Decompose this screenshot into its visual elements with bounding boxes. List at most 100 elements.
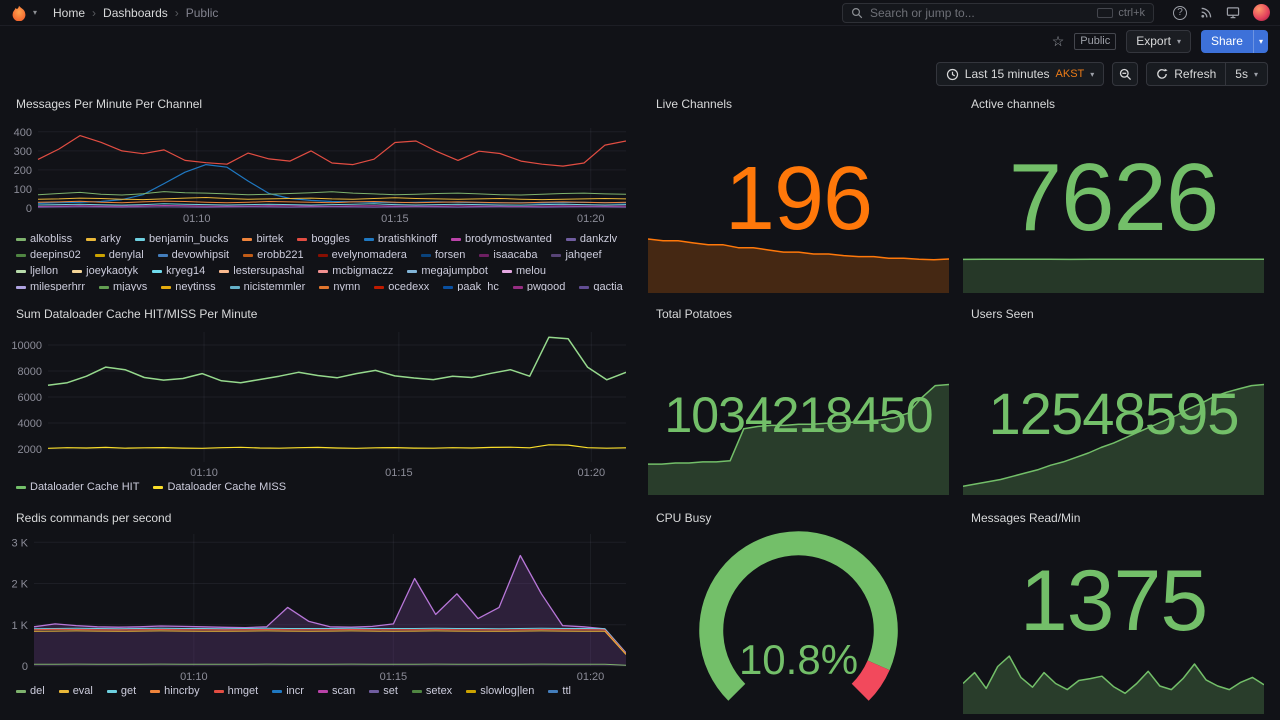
legend-item[interactable]: Dataloader Cache MISS: [153, 482, 286, 493]
legend-item[interactable]: setex: [411, 686, 452, 697]
legend-item[interactable]: forsen: [420, 250, 465, 261]
share-menu-button[interactable]: ▾: [1252, 29, 1268, 53]
panel-title[interactable]: Users Seen: [971, 307, 1034, 321]
legend-item[interactable]: eval: [58, 686, 93, 697]
legend-item[interactable]: slowlog|len: [466, 686, 534, 697]
rss-icon[interactable]: [1200, 6, 1213, 19]
panel-title[interactable]: Total Potatoes: [656, 307, 733, 321]
legend-item[interactable]: paak_hc: [443, 282, 499, 291]
share-button[interactable]: Share ▾: [1200, 29, 1268, 53]
legend-item[interactable]: melou: [501, 266, 546, 277]
total-potatoes-sparkline[interactable]: [648, 377, 949, 495]
legend-item[interactable]: evelynomadera: [317, 249, 407, 261]
legend-label: ljellon: [30, 265, 59, 277]
user-avatar[interactable]: [1253, 4, 1270, 21]
breadcrumb-dashboards[interactable]: Dashboards: [103, 5, 168, 20]
legend-label: neytinss: [175, 281, 216, 292]
panel-cpu-busy: CPU Busy 10.8%: [648, 506, 949, 720]
legend-color-marker: [16, 690, 26, 693]
legend-item[interactable]: milesperhrr: [16, 282, 85, 291]
legend-item[interactable]: alkobliss: [16, 234, 72, 245]
legend-item[interactable]: del: [16, 686, 45, 697]
legend-item[interactable]: bratishkinoff: [363, 234, 437, 245]
legend-item[interactable]: scan: [317, 686, 355, 697]
legend-item[interactable]: jahqeef: [551, 249, 602, 261]
legend-item[interactable]: Dataloader Cache HIT: [16, 482, 139, 493]
star-icon[interactable]: ☆: [1051, 33, 1065, 49]
public-tag[interactable]: Public: [1074, 32, 1117, 50]
messages-timeseries-chart[interactable]: 0 100 200 300 400 01:10 01:15 01:20: [8, 124, 626, 224]
legend-item[interactable]: benjamin_bucks: [134, 234, 229, 245]
legend-item[interactable]: isaacaba: [479, 250, 537, 261]
chevron-down-icon[interactable]: ▾: [33, 8, 38, 17]
legend-item[interactable]: lestersupashal: [219, 266, 304, 277]
legend-color-marker: [94, 254, 105, 257]
panel-title[interactable]: Active channels: [971, 97, 1056, 111]
legend-item[interactable]: devowhipsit: [157, 250, 229, 261]
legend-item[interactable]: arky: [86, 234, 121, 245]
legend-item[interactable]: boggles: [297, 234, 350, 245]
legend-color-marker: [150, 690, 161, 693]
legend-item[interactable]: ocedexx: [374, 282, 429, 291]
legend-item[interactable]: qactia: [579, 282, 623, 291]
legend-item[interactable]: joeykaotyk: [72, 266, 138, 277]
svg-text:2 K: 2 K: [11, 579, 28, 591]
redis-timeseries-chart[interactable]: 0 1 K 2 K 3 K 01:10 01:15 01:20: [8, 530, 626, 682]
legend-color-marker: [161, 286, 172, 289]
legend-item[interactable]: nymn: [319, 282, 360, 291]
chevron-down-icon: ▾: [1090, 69, 1095, 79]
help-icon[interactable]: ?: [1173, 5, 1187, 20]
breadcrumb-current[interactable]: Public: [185, 5, 219, 20]
dataloader-timeseries-chart[interactable]: 2000 4000 6000 8000 10000 01:10 01:15 01:20: [8, 328, 626, 478]
legend-item[interactable]: neytinss: [161, 281, 216, 292]
legend-label: eval: [72, 686, 93, 697]
messages-read-sparkline[interactable]: [963, 648, 1264, 714]
cpu-gauge[interactable]: [648, 528, 949, 708]
live-channels-sparkline[interactable]: [648, 233, 949, 293]
panel-title[interactable]: Sum Dataloader Cache HIT/MISS Per Minute: [16, 307, 258, 321]
legend-item[interactable]: mjayvs: [99, 282, 147, 291]
legend-label: evelynomadera: [331, 249, 407, 261]
panel-title[interactable]: CPU Busy: [656, 511, 712, 525]
legend-item[interactable]: ttl: [548, 686, 571, 697]
legend-color-marker: [16, 254, 26, 257]
monitor-icon[interactable]: [1226, 6, 1240, 19]
legend-label: jahqeef: [565, 249, 602, 261]
panel-title[interactable]: Messages Read/Min: [971, 511, 1081, 525]
legend-item[interactable]: hmget: [213, 686, 258, 697]
legend-label: benjamin_bucks: [148, 234, 229, 245]
legend-item[interactable]: pwgood: [512, 282, 565, 291]
users-seen-sparkline[interactable]: [963, 377, 1264, 495]
legend-item[interactable]: denylal: [94, 250, 144, 261]
refresh-button[interactable]: Refresh: [1147, 63, 1225, 85]
refresh-interval-select[interactable]: 5s ▾: [1235, 67, 1258, 81]
legend-item[interactable]: nicistemmler: [229, 282, 305, 291]
legend-item[interactable]: mcbigmaczz: [318, 266, 393, 277]
active-channels-sparkline[interactable]: [963, 229, 1264, 293]
legend-item[interactable]: incr: [272, 686, 304, 697]
time-range-picker[interactable]: Last 15 minutes AKST ▾: [935, 62, 1105, 86]
legend-item[interactable]: dankzlv: [565, 234, 617, 245]
grafana-logo-icon[interactable]: [10, 4, 27, 21]
legend-item[interactable]: ljellon: [16, 266, 58, 277]
zoom-out-button[interactable]: [1112, 62, 1139, 86]
legend-item[interactable]: set: [369, 686, 398, 697]
legend-item[interactable]: birtek: [242, 234, 283, 245]
legend-item[interactable]: get: [106, 686, 136, 697]
legend-color-marker: [374, 286, 385, 289]
breadcrumb-home[interactable]: Home: [53, 5, 86, 20]
legend-item[interactable]: deepins02: [16, 250, 81, 261]
panel-title[interactable]: Live Channels: [656, 97, 733, 111]
legend-item[interactable]: brodymostwanted: [451, 234, 552, 245]
panel-title[interactable]: Messages Per Minute Per Channel: [16, 97, 203, 111]
legend-item[interactable]: erobb221: [243, 250, 304, 261]
legend-item[interactable]: kryeg14: [152, 266, 205, 277]
legend-item[interactable]: megajumpbot: [407, 266, 488, 277]
legend-item[interactable]: hincrby: [150, 686, 200, 697]
legend-label: nymn: [333, 281, 361, 292]
search-input[interactable]: Search or jump to... ctrl+k: [842, 2, 1154, 23]
svg-text:300: 300: [14, 146, 32, 158]
panel-title[interactable]: Redis commands per second: [16, 511, 172, 525]
legend-label: slowlog|len: [480, 686, 535, 697]
export-button[interactable]: Export ▾: [1126, 29, 1191, 53]
